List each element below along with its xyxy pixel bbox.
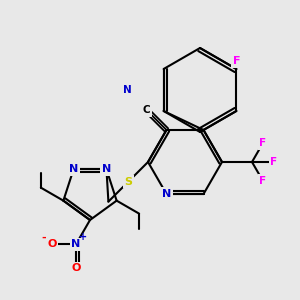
Text: -: - (42, 232, 46, 242)
Text: F: F (232, 56, 240, 66)
Text: F: F (260, 138, 267, 148)
Text: F: F (260, 176, 267, 186)
Text: S: S (124, 177, 132, 187)
Text: N: N (69, 164, 78, 174)
Text: N: N (71, 239, 81, 249)
Text: N: N (162, 189, 171, 199)
Text: F: F (270, 157, 278, 167)
Text: O: O (47, 239, 57, 249)
Text: O: O (71, 263, 81, 273)
Text: +: + (79, 232, 87, 242)
Text: N: N (122, 85, 131, 95)
Text: N: N (102, 164, 111, 174)
Text: C: C (143, 105, 151, 115)
